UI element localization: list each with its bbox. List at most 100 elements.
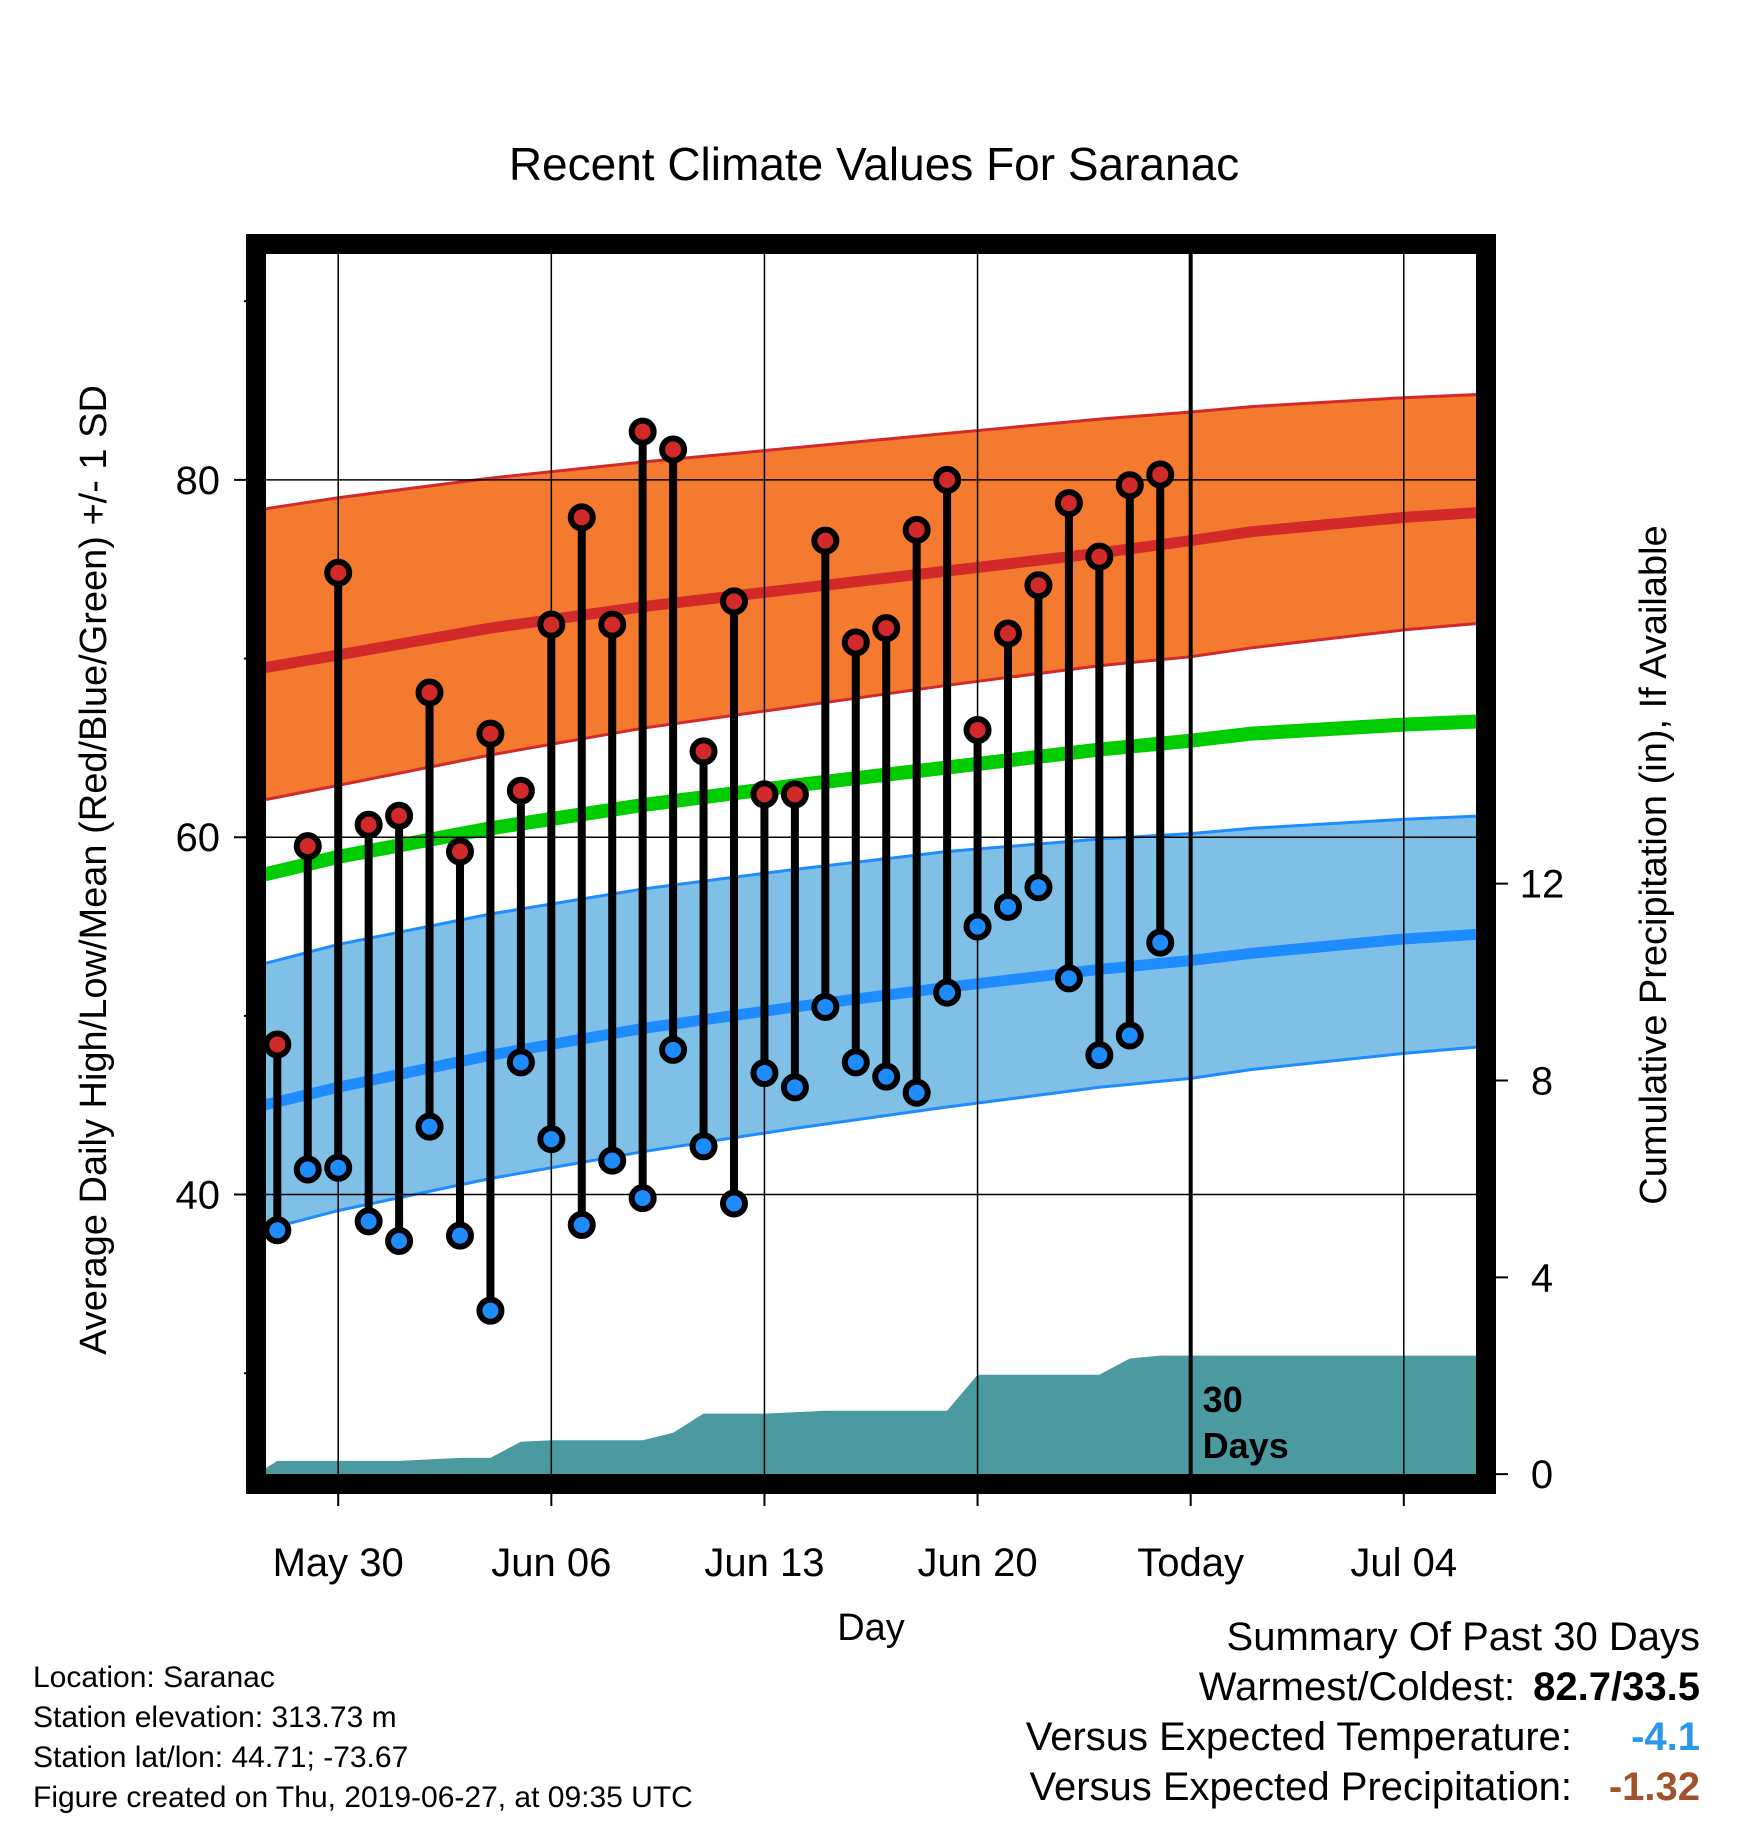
y-left-tick-label: 80 — [176, 459, 221, 503]
low-sd-band — [256, 815, 1486, 1233]
obs-high-point — [263, 1030, 292, 1059]
summary-panel: Summary Of Past 30 Days Warmest/Coldest:… — [1026, 1612, 1700, 1812]
obs-low-point — [263, 1216, 292, 1245]
obs-low-point — [628, 1184, 657, 1213]
obs-high-point — [1115, 471, 1144, 500]
obs-low-point — [1085, 1041, 1114, 1070]
y-right-tick-label: 0 — [1531, 1453, 1553, 1497]
obs-high-point — [963, 715, 992, 744]
warm-cold-value: 82.7/33.5 — [1533, 1665, 1700, 1709]
x-axis-label: Day — [837, 1607, 905, 1649]
obs-high-point — [476, 719, 505, 748]
low-sd-lower-line — [255, 1044, 1487, 1234]
obs-low-point — [719, 1189, 748, 1218]
obs-high-point — [1085, 542, 1114, 571]
obs-low-point — [354, 1207, 383, 1236]
y-left-axis-label: Average Daily High/Low/Mean (Red/Blue/Gr… — [73, 385, 115, 1355]
obs-high-point — [841, 628, 870, 657]
obs-high-point — [415, 678, 444, 707]
obs-low-point — [537, 1125, 566, 1154]
high-sd-upper-line — [255, 392, 1487, 512]
obs-high-point — [445, 837, 474, 866]
precip-anomaly-label: Versus Expected Precipitation: — [1029, 1765, 1572, 1809]
obs-low-point — [415, 1112, 444, 1141]
warm-cold-label: Warmest/Coldest: — [1198, 1665, 1516, 1709]
obs-low-point — [1146, 928, 1175, 957]
obs-low-point — [293, 1155, 322, 1184]
obs-high-point — [1146, 460, 1175, 489]
obs-low-point — [902, 1078, 931, 1107]
y-right-tick-label: 8 — [1531, 1060, 1553, 1104]
obs-low-point — [659, 1035, 688, 1064]
obs-high-point — [628, 417, 657, 446]
obs-high-point — [780, 780, 809, 809]
obs-high-point — [567, 503, 596, 532]
x-tick-label: Jul 04 — [1350, 1541, 1457, 1585]
temp-anomaly-label: Versus Expected Temperature: — [1025, 1715, 1572, 1759]
obs-low-point — [1024, 873, 1053, 902]
obs-high-point — [506, 776, 535, 805]
chart-title: Recent Climate Values For Saranac — [509, 138, 1239, 190]
obs-low-point — [476, 1296, 505, 1325]
x-tick-label: May 30 — [273, 1541, 404, 1585]
summary-temp-row: Versus Expected Temperature: -4.1 — [1026, 1712, 1700, 1762]
obs-low-point — [872, 1062, 901, 1091]
obs-high-point — [994, 619, 1023, 648]
obs-high-point — [811, 526, 840, 555]
obs-low-point — [385, 1227, 414, 1256]
created-text: Figure created on Thu, 2019-06-27, at 09… — [33, 1781, 693, 1814]
obs-high-point — [902, 515, 931, 544]
y-left-tick-label: 40 — [176, 1174, 221, 1218]
obs-low-point — [963, 912, 992, 941]
station-info: Location: Saranac Station elevation: 313… — [33, 1658, 693, 1818]
obs-low-point — [780, 1073, 809, 1102]
cumulative-precip-area — [256, 1355, 1486, 1484]
obs-high-point — [1054, 489, 1083, 518]
y-right-tick-label: 4 — [1531, 1256, 1553, 1300]
x-tick-label: Jun 13 — [704, 1541, 824, 1585]
summary-warm-cold-row: Warmest/Coldest: 82.7/33.5 — [1026, 1662, 1700, 1712]
obs-high-point — [293, 832, 322, 861]
obs-high-point — [537, 610, 566, 639]
y-right-tick-label: 12 — [1520, 863, 1565, 907]
obs-high-point — [933, 465, 962, 494]
summary-precip-row: Versus Expected Precipitation: -1.32 — [1026, 1762, 1700, 1812]
obs-high-point — [1024, 571, 1053, 600]
obs-high-point — [354, 810, 383, 839]
obs-low-point — [933, 978, 962, 1007]
obs-high-point — [659, 435, 688, 464]
location-text: Location: Saranac — [33, 1661, 275, 1694]
obs-low-point — [506, 1048, 535, 1077]
obs-low-point — [324, 1153, 353, 1182]
obs-low-point — [811, 992, 840, 1021]
obs-high-point — [872, 614, 901, 643]
y-left-tick-label: 60 — [176, 816, 221, 860]
obs-low-point — [689, 1132, 718, 1161]
obs-low-point — [841, 1048, 870, 1077]
obs-low-point — [445, 1221, 474, 1250]
precip-anomaly-value: -1.32 — [1608, 1765, 1700, 1809]
obs-low-point — [1054, 964, 1083, 993]
x-tick-label: Jun 20 — [918, 1541, 1038, 1585]
x-tick-label: Jun 06 — [491, 1541, 611, 1585]
obs-low-point — [1115, 1021, 1144, 1050]
y-right-axis-label: Cumulative Precipitation (in), If Availa… — [1633, 525, 1675, 1204]
obs-high-point — [689, 737, 718, 766]
temp-anomaly-value: -4.1 — [1631, 1715, 1700, 1759]
obs-low-point — [567, 1210, 596, 1239]
obs-high-point — [385, 801, 414, 830]
latlon-text: Station lat/lon: 44.71; -73.67 — [33, 1741, 409, 1774]
x-tick-label: Today — [1137, 1541, 1244, 1585]
obs-high-point — [750, 780, 779, 809]
plot-frame — [246, 234, 1496, 1494]
obs-high-point — [719, 587, 748, 616]
obs-high-point — [598, 610, 627, 639]
obs-low-point — [750, 1059, 779, 1088]
high-sd-band — [256, 394, 1486, 802]
summary-title: Summary Of Past 30 Days — [1226, 1615, 1700, 1659]
today-note: 30 Days — [1203, 1379, 1289, 1466]
elevation-text: Station elevation: 313.73 m — [33, 1701, 397, 1734]
obs-high-point — [324, 558, 353, 587]
obs-low-point — [598, 1146, 627, 1175]
